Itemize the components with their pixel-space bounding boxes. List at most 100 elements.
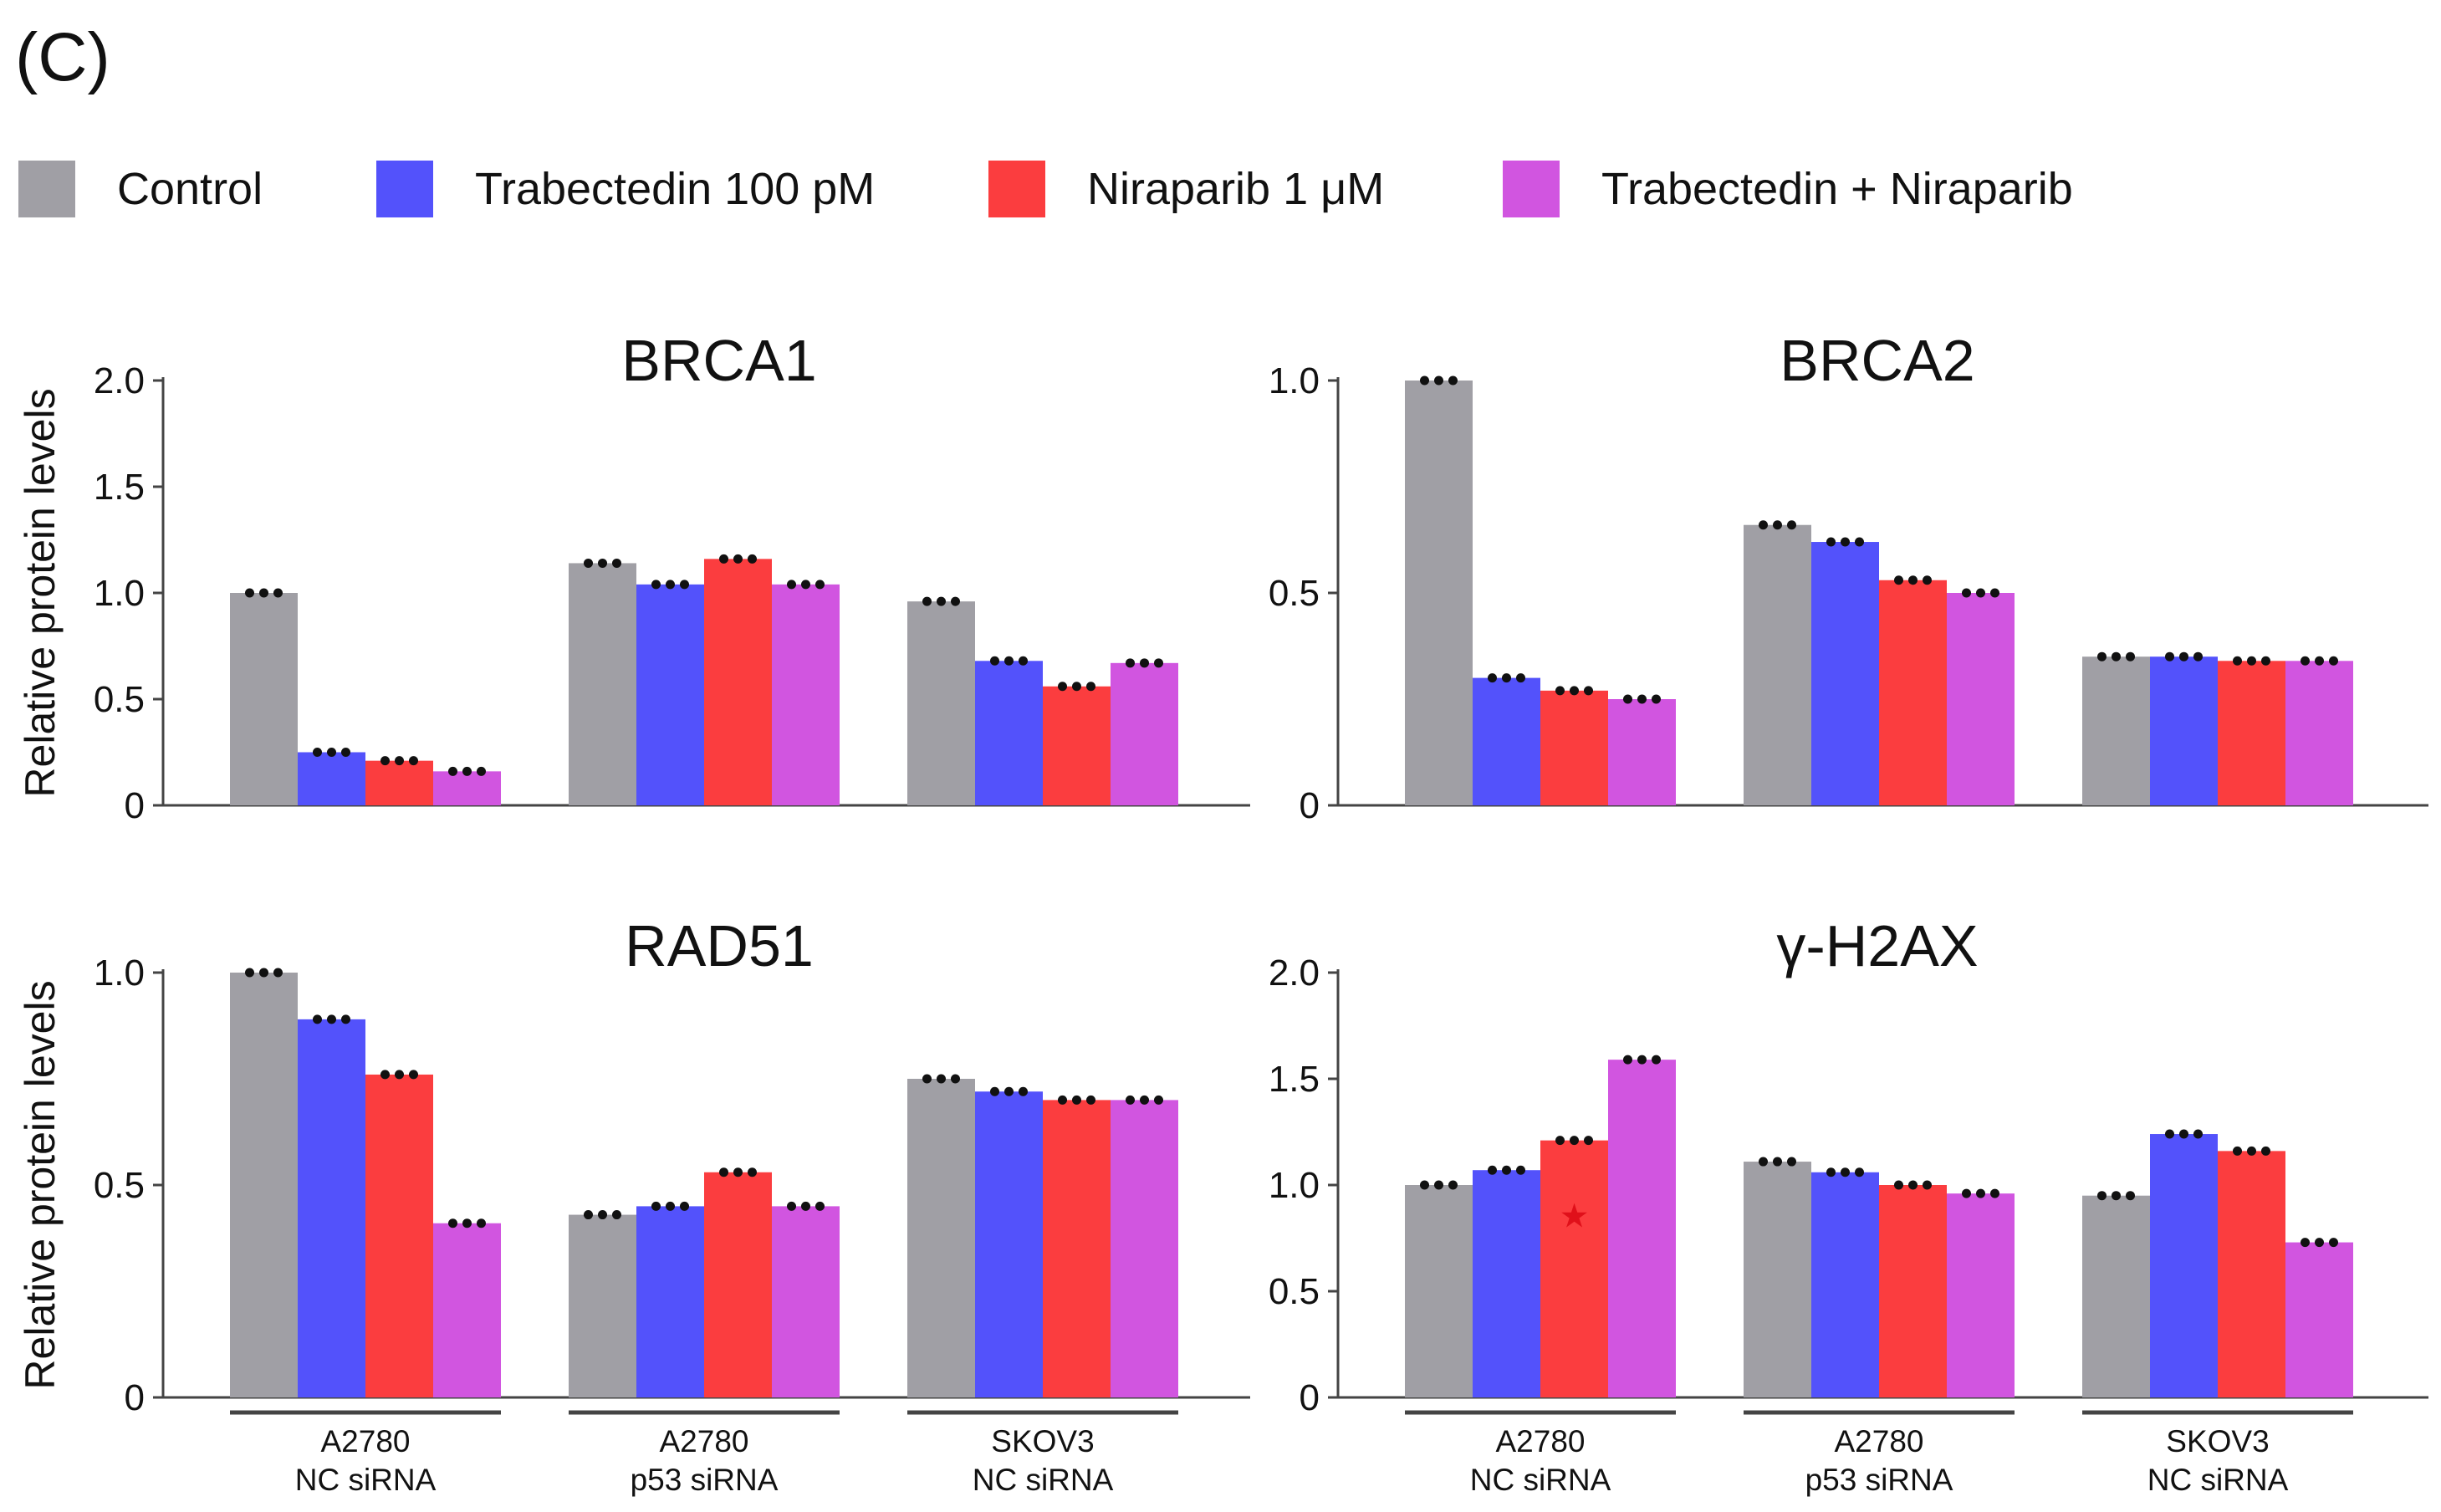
replicate-dot (1976, 588, 1985, 598)
replicate-dot (1584, 686, 1593, 696)
replicate-dot (733, 1167, 743, 1177)
replicate-dot (1855, 537, 1864, 547)
legend-label-control: Control (117, 164, 263, 214)
replicate-dot (1570, 686, 1579, 696)
replicate-dot (1019, 1086, 1028, 1096)
replicate-dot (1990, 588, 1999, 598)
replicate-dot (1623, 1055, 1632, 1065)
panel-1: BRCA1 Relative protein levels 0 0.5 1.0 1.5 2.… (17, 328, 1250, 826)
replicate-dot (1976, 1188, 1985, 1198)
panel-title: γ-H2AX (1776, 913, 1978, 978)
replicate-dot (2126, 1191, 2135, 1201)
y-axis-label: Relative protein levels (17, 388, 64, 797)
bar (365, 1074, 433, 1397)
replicate-dot (680, 580, 689, 590)
replicate-dot (2179, 1129, 2188, 1139)
replicate-dot (666, 1201, 675, 1211)
replicate-dot (1623, 694, 1632, 704)
replicate-dot (2165, 1129, 2174, 1139)
bar (1608, 1060, 1676, 1397)
replicate-dot (1448, 375, 1458, 386)
group-label-line2: NC siRNA (2147, 1463, 2289, 1497)
replicate-dot (1773, 1157, 1782, 1167)
y-tick-label: 1.0 (1269, 360, 1320, 401)
bar (433, 771, 501, 805)
bar (636, 584, 704, 805)
replicate-dot (651, 580, 661, 590)
replicate-dot (259, 588, 268, 598)
bar (1540, 1140, 1608, 1397)
replicate-dot (273, 588, 283, 598)
y-tick-label: 0.5 (94, 1165, 145, 1206)
bar (1473, 677, 1540, 805)
replicate-dot (937, 596, 946, 606)
replicate-dot (1516, 673, 1525, 683)
group-label-line2: p53 siRNA (1805, 1463, 1953, 1497)
bar (2218, 661, 2285, 805)
legend-swatch-niraparib (988, 161, 1045, 217)
replicate-dot (1855, 1167, 1864, 1177)
replicate-dot (990, 1086, 999, 1096)
replicate-dot (2193, 1129, 2203, 1139)
replicate-dot (1140, 658, 1149, 668)
y-tick-label: 1.0 (94, 953, 145, 994)
bar (1879, 580, 1947, 805)
replicate-dot (327, 1014, 336, 1024)
bar (2218, 1151, 2285, 1397)
replicate-dot (1826, 1167, 1836, 1177)
replicate-dot (462, 1218, 472, 1228)
replicate-dot (922, 1074, 932, 1084)
replicate-dot (584, 558, 593, 568)
y-tick-label: 0.5 (1269, 573, 1320, 614)
legend-label-combination: Trabectedin + Niraparib (1601, 164, 2073, 214)
replicate-dot (2193, 651, 2203, 662)
replicate-dot (1154, 658, 1163, 668)
legend-label-niraparib: Niraparib 1 μM (1087, 164, 1385, 214)
replicate-dot (1448, 1180, 1458, 1190)
panel-3: RAD51 Relative protein levels 0 0.5 1.0 A2780… (17, 913, 1250, 1497)
replicate-dot (395, 1070, 404, 1080)
replicate-dot (341, 748, 350, 757)
replicate-dot (2165, 651, 2174, 662)
bar (1540, 690, 1608, 805)
replicate-dot (1502, 1165, 1511, 1175)
bar (230, 593, 298, 805)
replicate-dot (1154, 1095, 1163, 1105)
replicate-dot (245, 588, 254, 598)
bar (433, 1223, 501, 1397)
y-tick-label: 1.5 (1269, 1059, 1320, 1100)
replicate-dot (801, 1201, 810, 1211)
bar (1744, 524, 1811, 805)
replicate-dot (1488, 1165, 1497, 1175)
replicate-dot (1004, 1086, 1014, 1096)
legend-swatch-control (18, 161, 75, 217)
replicate-dot (2247, 1146, 2256, 1156)
y-tick-label: 0 (125, 785, 145, 826)
replicate-dot (395, 756, 404, 766)
legend-item-combination: Trabectedin + Niraparib (1503, 157, 2073, 221)
legend-item-niraparib: Niraparib 1 μM (988, 157, 1384, 221)
replicate-dot (748, 554, 757, 564)
replicate-dot (1923, 575, 1932, 585)
replicate-dot (2097, 651, 2107, 662)
replicate-dot (1086, 682, 1095, 692)
replicate-dot (313, 1014, 322, 1024)
bar (907, 601, 975, 805)
bar (1811, 1172, 1879, 1397)
legend-swatch-combination (1503, 161, 1560, 217)
bar (1947, 593, 2015, 805)
replicate-dot (477, 1218, 486, 1228)
replicate-dot (719, 1167, 728, 1177)
replicate-dot (380, 1070, 390, 1080)
bar (2285, 1242, 2353, 1397)
bar (2082, 1195, 2150, 1397)
bar (975, 661, 1043, 805)
replicate-dot (787, 580, 796, 590)
panel-title: RAD51 (625, 913, 814, 978)
legend-swatch-trabectedin (376, 161, 433, 217)
bar (772, 1206, 840, 1397)
bar (907, 1079, 975, 1397)
replicate-dot (1058, 1095, 1067, 1105)
bar (1405, 1185, 1473, 1397)
replicate-dot (2329, 656, 2338, 666)
